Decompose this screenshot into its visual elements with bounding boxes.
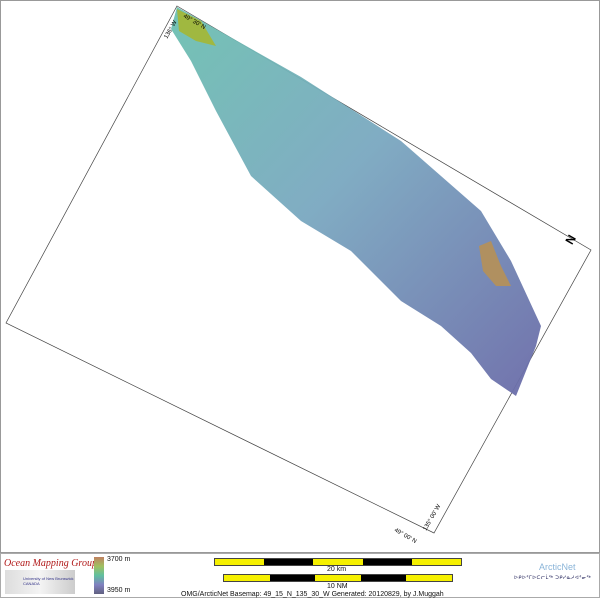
map-view[interactable]: N 49° 30' N 136° W 49° 00' N 135° 00' W [0, 0, 600, 553]
legend-footer: Ocean Mapping Group University of New Br… [0, 553, 600, 598]
org-name: Ocean Mapping Group [4, 558, 97, 569]
arcticnet-logo: ArcticNet [539, 562, 576, 572]
north-arrow-icon: N [562, 232, 578, 247]
depth-colorbar [94, 557, 104, 594]
bottom-lon-label: 135° 00' W [423, 503, 443, 532]
bathymetry-swath [171, 7, 541, 396]
depth-max-label: 3700 m [107, 556, 131, 563]
scale-km-label: 20 km [327, 566, 347, 573]
map-frame [5, 5, 592, 534]
scale-bar-km [214, 558, 462, 566]
bottom-lat-label: 49° 00' N [393, 528, 417, 545]
seamount-feature [479, 241, 511, 286]
scale-bar-nm [223, 574, 453, 582]
caption: OMG/ArcticNet Basemap: 49_15_N_135_30_W … [181, 591, 444, 598]
map-canvas: N 49° 30' N 136° W 49° 00' N 135° 00' W [5, 5, 592, 545]
shallow-feature [177, 9, 216, 46]
unb-logo: University of New Brunswick CANADA [5, 570, 75, 594]
arcticnet-inuktitut: ᐅᑭᐅᕐᒥᐅᑕᓕᒫᖅ ᑐᑭᓯᓇᓱᐊᕐᓂᖅ [514, 575, 592, 581]
scale-nm-label: 10 NM [327, 583, 348, 590]
depth-min-label: 3950 m [107, 587, 131, 594]
